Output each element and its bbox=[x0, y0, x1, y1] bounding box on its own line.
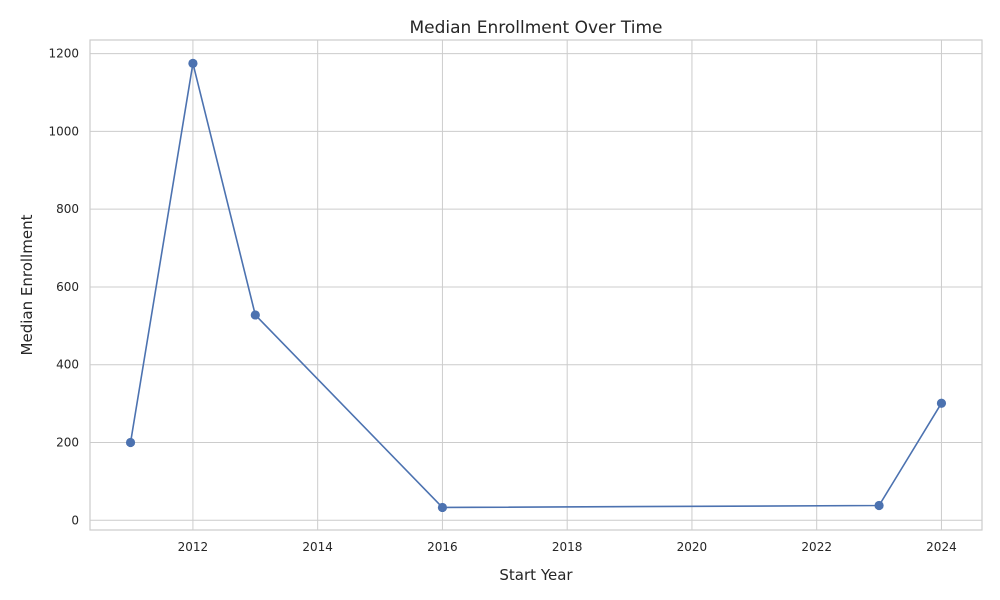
data-point bbox=[188, 58, 198, 68]
data-point bbox=[125, 437, 136, 448]
y-tick-label: 800 bbox=[56, 202, 79, 216]
x-axis-ticks: 2012 2014 2016 2018 2020 2022 2024 bbox=[178, 540, 957, 554]
data-point bbox=[874, 500, 884, 511]
x-tick-label: 2022 bbox=[801, 540, 832, 554]
series-layer bbox=[125, 58, 947, 513]
x-tick-label: 2014 bbox=[302, 540, 333, 554]
y-tick-label: 200 bbox=[56, 436, 79, 450]
y-tick-label: 1000 bbox=[48, 124, 79, 138]
x-tick-label: 2012 bbox=[178, 540, 209, 554]
x-axis-label: Start Year bbox=[499, 566, 573, 584]
data-point bbox=[936, 398, 947, 408]
series-line bbox=[129, 63, 943, 509]
chart-title: Median Enrollment Over Time bbox=[410, 18, 663, 38]
plot-frame bbox=[89, 39, 983, 531]
data-point bbox=[437, 502, 448, 513]
grid bbox=[90, 40, 982, 530]
x-tick-label: 2020 bbox=[677, 540, 708, 554]
y-tick-label: 0 bbox=[71, 513, 79, 527]
x-tick-label: 2024 bbox=[926, 540, 957, 554]
y-axis-ticks: 0 200 400 600 800 1000 1200 bbox=[48, 47, 79, 528]
y-tick-label: 600 bbox=[56, 280, 79, 294]
data-point bbox=[250, 310, 260, 320]
x-tick-label: 2018 bbox=[552, 540, 583, 554]
y-tick-label: 400 bbox=[56, 358, 79, 372]
x-tick-label: 2016 bbox=[427, 540, 458, 554]
y-tick-label: 1200 bbox=[48, 47, 79, 61]
y-axis-label: Median Enrollment bbox=[18, 214, 36, 355]
